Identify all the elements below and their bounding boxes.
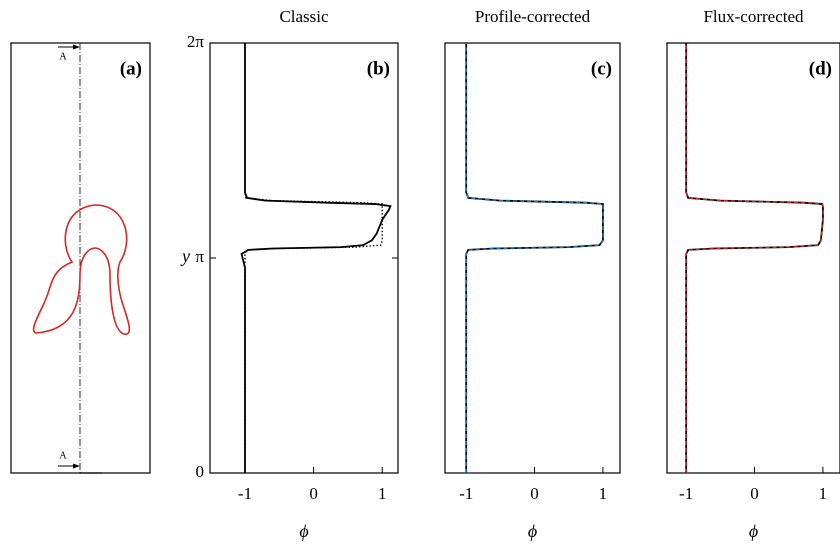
panel-label: (b) bbox=[367, 58, 390, 79]
panel-frame bbox=[10, 42, 151, 474]
panel-frame bbox=[209, 42, 399, 474]
x-axis-label: ϕ bbox=[749, 521, 758, 541]
y-tick-label: 2π bbox=[187, 32, 205, 51]
panel-title: Profile-corrected bbox=[475, 7, 591, 26]
bubble-outline bbox=[32, 204, 131, 335]
x-tick-label: -1 bbox=[238, 484, 252, 503]
x-tick-label: 1 bbox=[599, 484, 608, 503]
x-axis-label: ϕ bbox=[528, 521, 537, 541]
y-tick-label: 0 bbox=[196, 462, 205, 481]
arrow-head bbox=[73, 463, 80, 469]
panel-label: (d) bbox=[809, 58, 832, 79]
panel-label: (c) bbox=[591, 58, 612, 79]
section-label: A bbox=[59, 450, 67, 461]
x-tick-label: 1 bbox=[819, 484, 828, 503]
x-tick-label: -1 bbox=[679, 484, 693, 503]
y-axis-label: y bbox=[180, 246, 190, 266]
x-axis-label: ϕ bbox=[299, 521, 308, 541]
section-label: A bbox=[59, 51, 67, 62]
panel-label: (a) bbox=[120, 58, 142, 79]
x-tick-label: 0 bbox=[530, 484, 539, 503]
x-tick-label: -1 bbox=[459, 484, 473, 503]
panel-title: Flux-corrected bbox=[703, 7, 804, 26]
panel-a: (a) A A bbox=[10, 42, 151, 474]
profile-line bbox=[240, 43, 392, 473]
x-tick-label: 0 bbox=[309, 484, 318, 503]
arrow-head bbox=[73, 44, 80, 50]
profile-line bbox=[685, 43, 824, 473]
x-tick-label: 1 bbox=[378, 484, 387, 503]
y-tick-label: π bbox=[195, 247, 204, 266]
x-tick-label: 0 bbox=[750, 484, 759, 503]
panel-frame bbox=[666, 42, 840, 474]
profile-line bbox=[244, 43, 383, 473]
panel-frame bbox=[444, 42, 621, 474]
profile-line bbox=[465, 43, 604, 473]
panel-title: Classic bbox=[279, 7, 329, 26]
profile-line bbox=[685, 43, 824, 473]
profile-line bbox=[465, 43, 604, 473]
